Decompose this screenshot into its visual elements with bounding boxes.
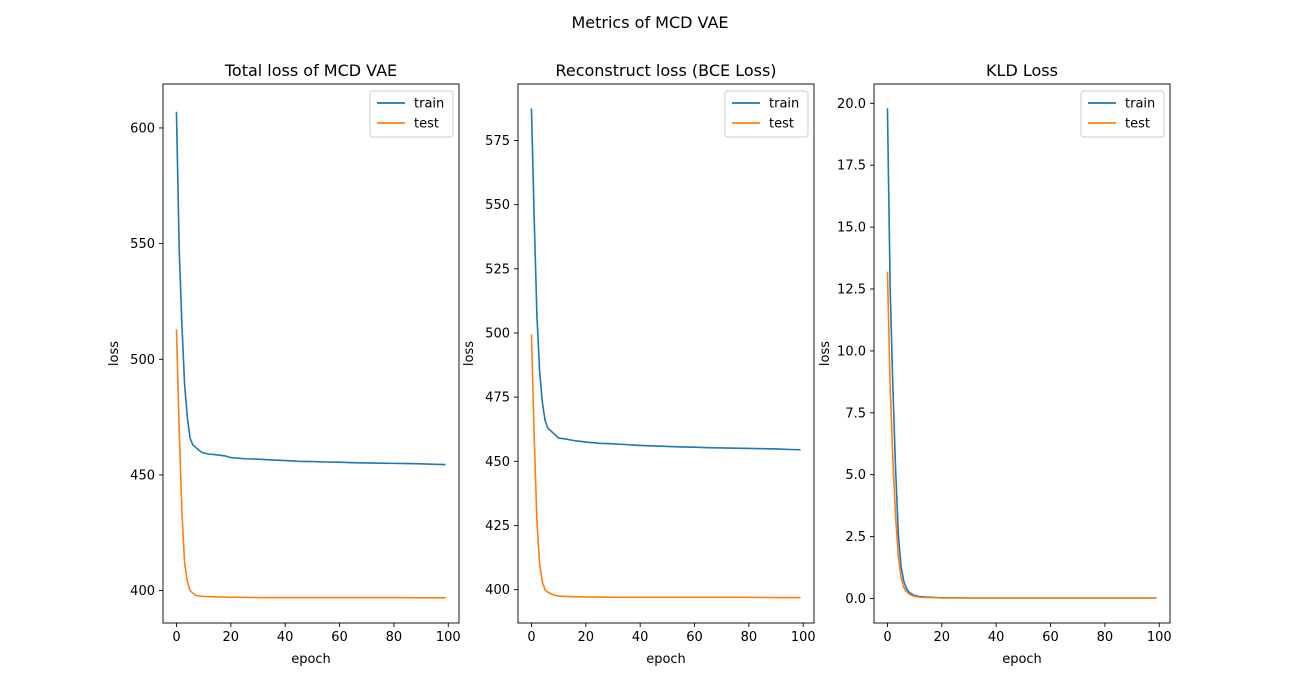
y-tick-label: 2.5	[845, 530, 866, 545]
chart-title: KLD Loss	[986, 61, 1058, 80]
y-tick-label: 575	[485, 134, 510, 149]
chart-title: Reconstruct loss (BCE Loss)	[555, 61, 776, 80]
series-line-test	[886, 271, 1157, 599]
y-tick-label: 17.5	[837, 159, 866, 174]
y-tick-label: 12.5	[837, 283, 866, 298]
y-tick-label: 550	[130, 237, 155, 252]
series-line-test	[175, 329, 446, 599]
x-tick-label: 100	[436, 630, 461, 645]
y-axis-label: loss	[818, 341, 833, 366]
y-tick-label: 7.5	[845, 406, 866, 421]
y-tick-label: 600	[130, 121, 155, 136]
chart-panel-2: Reconstruct loss (BCE Loss) 0 20 40 60 80 100 4…	[462, 61, 816, 667]
series-line-test	[530, 334, 801, 599]
y-tick-label: 525	[485, 262, 510, 277]
y-tick-label: 450	[130, 468, 155, 483]
legend-label-train: train	[1125, 97, 1155, 112]
x-tick-label: 80	[1097, 630, 1114, 645]
legend: train test	[369, 90, 454, 138]
x-axis-label: epoch	[646, 652, 686, 667]
x-tick-label: 0	[527, 630, 535, 645]
y-tick-label: 425	[485, 519, 510, 534]
y-tick-label: 500	[485, 326, 510, 341]
series-line-train	[530, 108, 801, 451]
x-tick-label: 0	[883, 630, 891, 645]
figure-suptitle: Metrics of MCD VAE	[571, 13, 728, 32]
y-tick-label: 0.0	[845, 592, 866, 607]
x-tick-label: 0	[172, 630, 180, 645]
legend-label-train: train	[414, 97, 444, 112]
x-tick-label: 40	[277, 630, 294, 645]
x-tick-label: 40	[632, 630, 649, 645]
y-tick-label: 400	[485, 583, 510, 598]
y-tick-label: 500	[130, 353, 155, 368]
x-tick-label: 20	[223, 630, 240, 645]
y-tick-label: 550	[485, 198, 510, 213]
y-tick-label: 10.0	[837, 344, 866, 359]
y-tick-label: 450	[485, 455, 510, 470]
x-axis-label: epoch	[291, 652, 331, 667]
x-tick-label: 80	[386, 630, 403, 645]
x-tick-label: 60	[686, 630, 703, 645]
chart-panel-3: KLD Loss 0 20 40 60 80 100 0.0 2.5 5.0 7.5 10.0 12.5…	[818, 61, 1172, 667]
legend-label-test: test	[769, 117, 794, 132]
x-tick-label: 40	[988, 630, 1005, 645]
axes-frame	[162, 83, 460, 624]
legend-label-train: train	[769, 97, 799, 112]
y-tick-label: 5.0	[845, 468, 866, 483]
x-tick-label: 100	[1147, 630, 1172, 645]
x-tick-label: 20	[934, 630, 951, 645]
x-tick-label: 60	[1042, 630, 1059, 645]
legend: train test	[724, 90, 809, 138]
chart-title: Total loss of MCD VAE	[224, 61, 397, 80]
axes-frame	[517, 83, 815, 624]
y-tick-label: 15.0	[837, 221, 866, 236]
x-tick-label: 60	[331, 630, 348, 645]
series-line-train	[175, 111, 446, 466]
x-axis-label: epoch	[1002, 652, 1042, 667]
axes-frame	[873, 83, 1171, 624]
legend-label-test: test	[414, 117, 439, 132]
legend: train test	[1080, 90, 1165, 138]
x-tick-label: 100	[791, 630, 816, 645]
y-axis-label: loss	[462, 341, 477, 366]
x-tick-label: 20	[578, 630, 595, 645]
y-axis-label: loss	[107, 341, 122, 366]
y-tick-label: 20.0	[837, 97, 866, 112]
y-tick-label: 400	[130, 584, 155, 599]
legend-label-test: test	[1125, 117, 1150, 132]
y-tick-label: 475	[485, 391, 510, 406]
x-tick-label: 80	[741, 630, 758, 645]
chart-panel-1: Total loss of MCD VAE 0 20 40 60 80 100 400 450 5…	[107, 61, 461, 667]
